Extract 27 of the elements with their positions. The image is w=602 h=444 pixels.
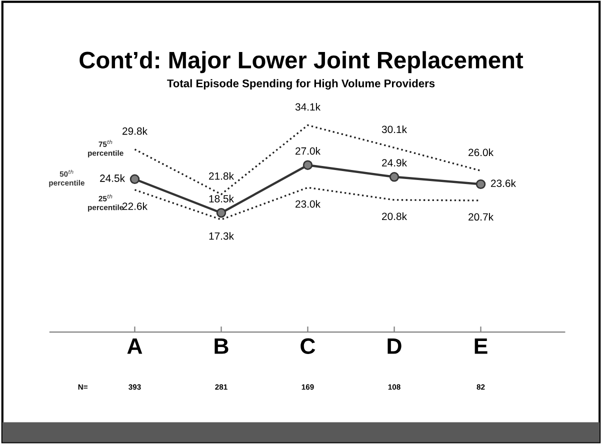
data-label: 20.8k [382, 212, 408, 220]
data-label: 22.6k [122, 202, 148, 210]
data-label: 34.1k [295, 103, 321, 111]
data-label: 20.7k [468, 212, 494, 221]
data-label: 24.9k [382, 158, 408, 166]
point [216, 208, 226, 218]
chart-title: Cont’d: Major Lower Joint Replacement [80, 51, 524, 74]
point [130, 174, 140, 184]
x-tick-label: E [474, 338, 488, 354]
data-label: 30.1k [382, 125, 408, 134]
data-label: 23.6k [491, 179, 516, 187]
data-label: 23.0k [296, 200, 321, 208]
data-label: 18.5k [209, 194, 234, 202]
data-label: 29.8k [122, 127, 148, 135]
x-tick-label: C [300, 338, 316, 354]
data-label: 17.3k [209, 232, 234, 240]
x-tick-label: A [127, 338, 142, 354]
point [302, 160, 313, 170]
point [389, 172, 400, 182]
data-label: 26.0k [468, 148, 494, 156]
data-label: 27.0k [296, 147, 321, 155]
data-label: 21.8k [209, 172, 234, 180]
x-tick-label: B [214, 338, 228, 354]
data-label: 24.5k [100, 174, 126, 182]
chart-subtitle: Total Episode Spending for High Volume Providers [167, 79, 435, 90]
x-tick-label: D [388, 338, 402, 354]
point [476, 179, 486, 190]
